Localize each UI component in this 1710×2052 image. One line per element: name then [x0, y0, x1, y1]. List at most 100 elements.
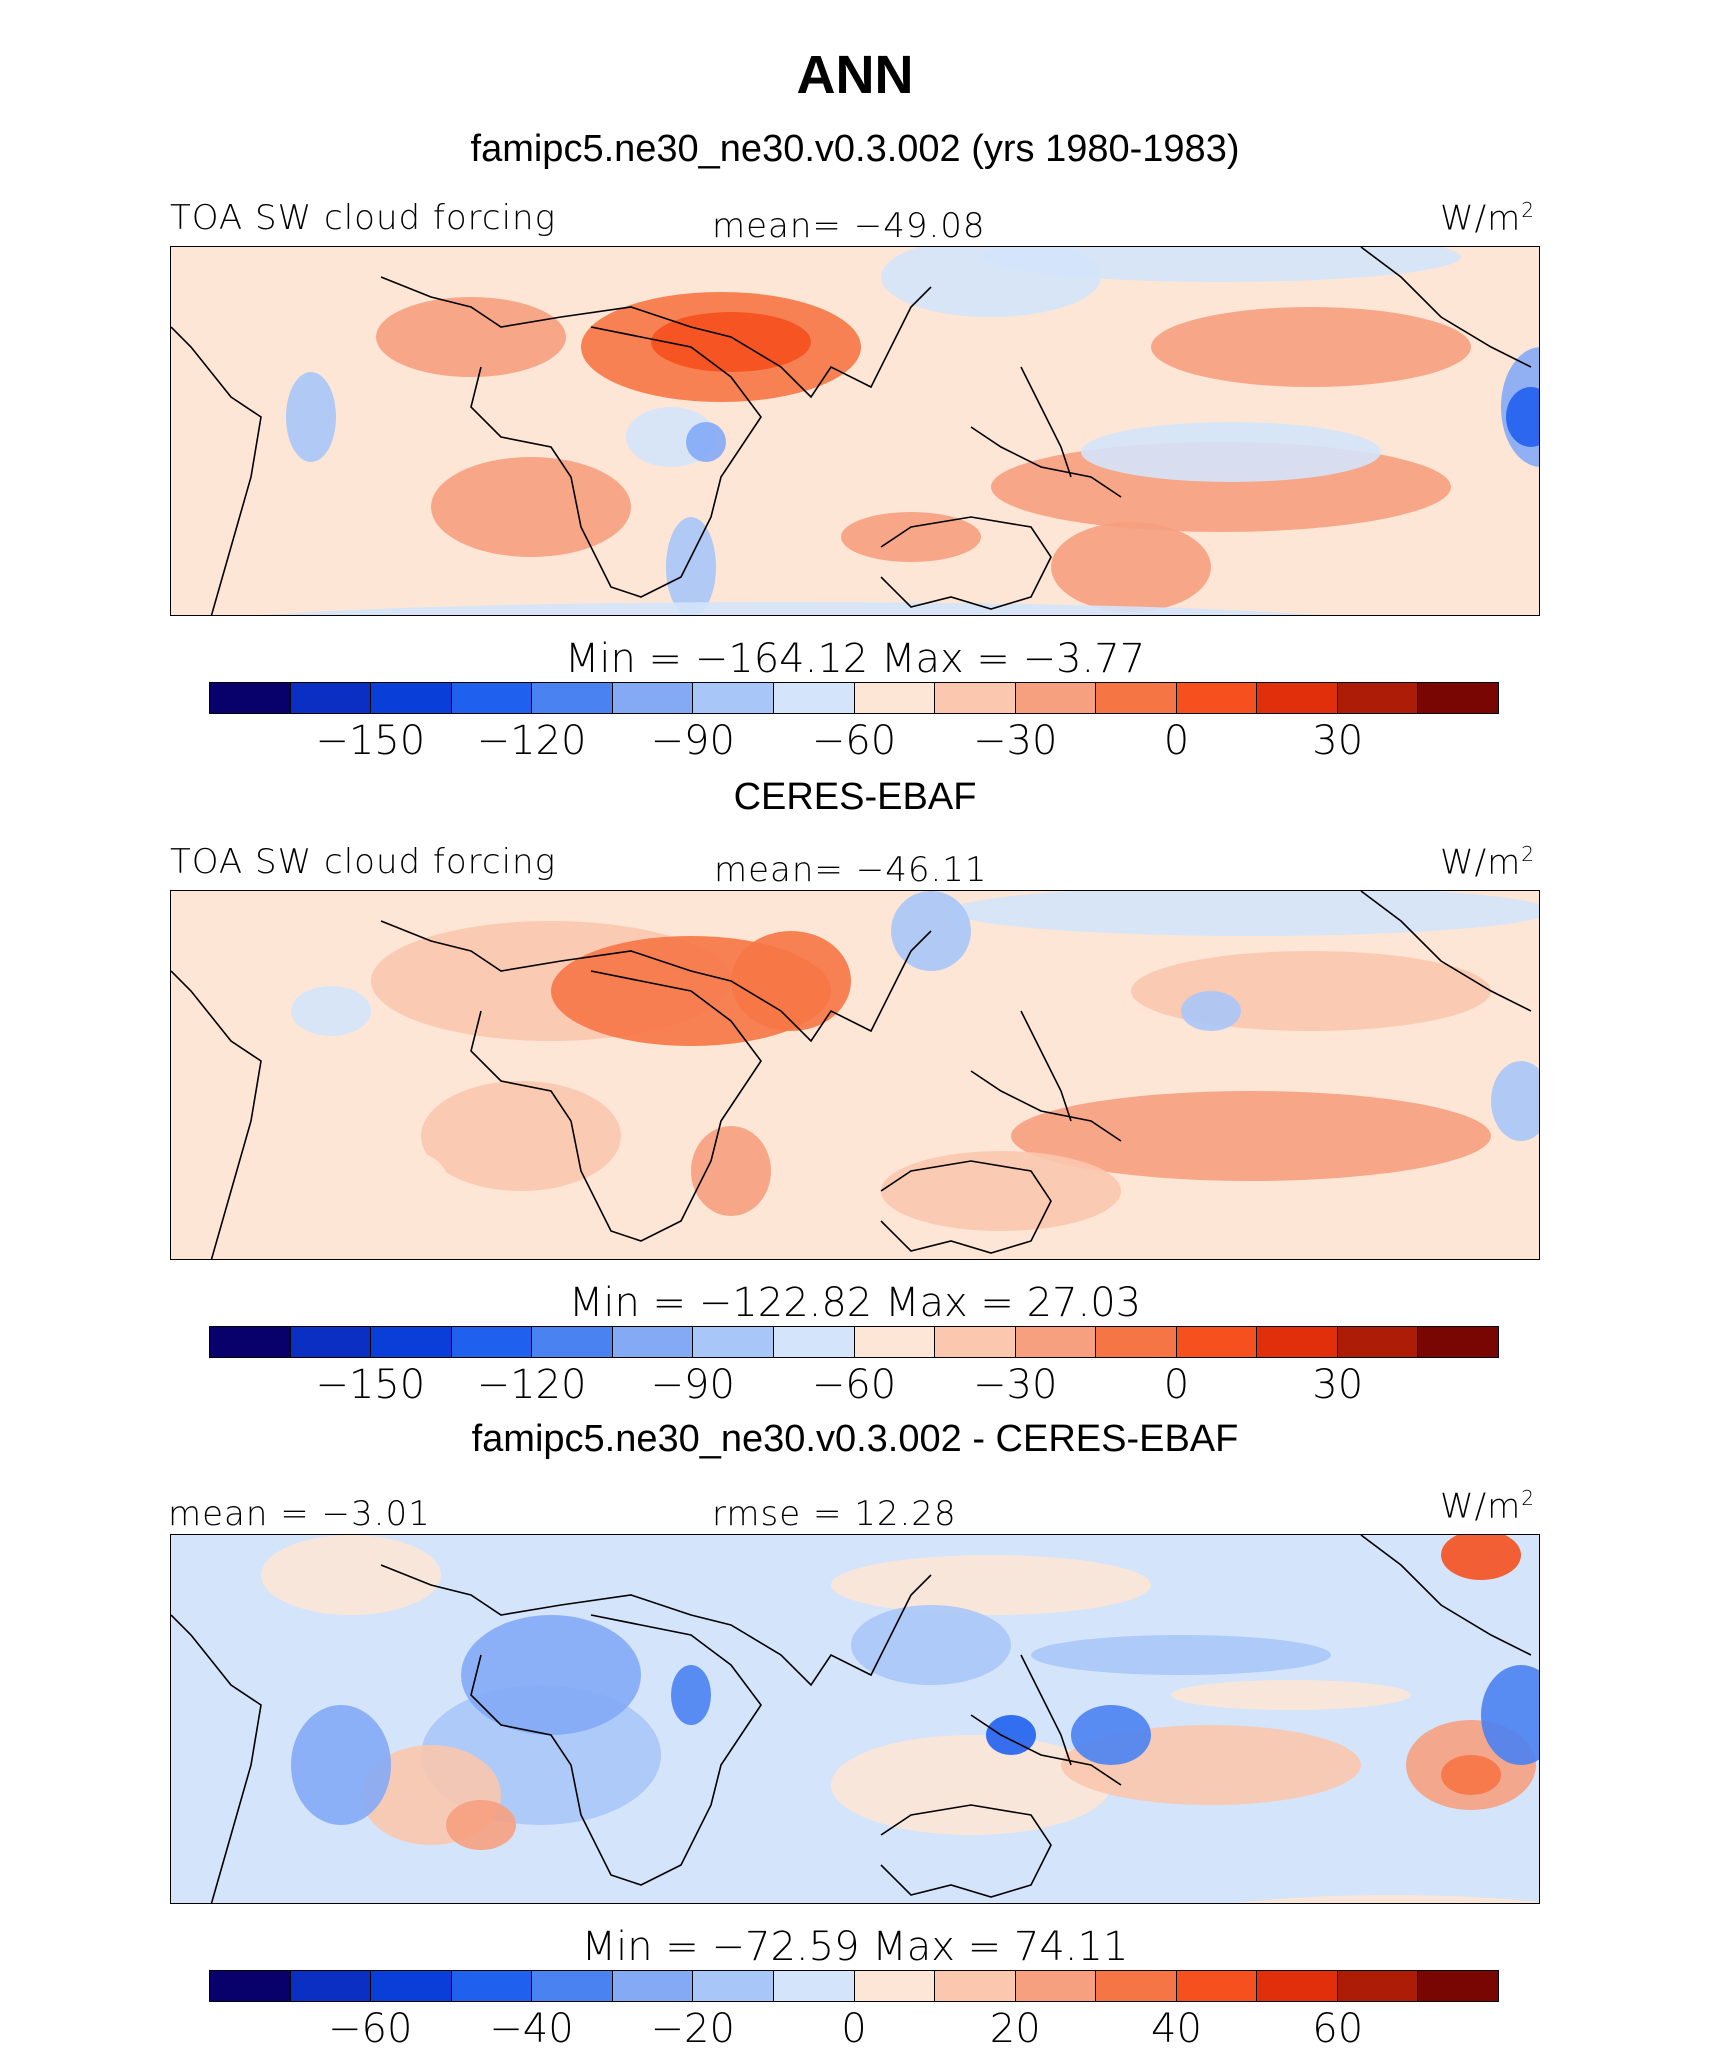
colorbar-tick-label: −90	[650, 718, 735, 764]
map-contour-region	[686, 422, 726, 462]
colorbar-swatch	[1418, 683, 1498, 713]
colorbar-tick-label: −40	[489, 2006, 574, 2052]
map-contour-region	[1151, 307, 1471, 387]
map-contour-region	[261, 1535, 441, 1615]
panel-1-minmax: Min = −164.12 Max = −3.77	[564, 636, 1146, 682]
panel-1-left-label: TOA SW cloud forcing	[170, 198, 556, 238]
colorbar-swatch	[1096, 1327, 1177, 1357]
panel-1-mean-label: mean= −49.08	[712, 206, 986, 246]
panel-3-header: famipc5.ne30_ne30.v0.3.002 - CERES-EBAF	[471, 1418, 1239, 1460]
colorbar-swatch	[1015, 683, 1097, 713]
colorbar-tick-label: −60	[811, 1362, 897, 1408]
colorbar-tick-label: 0	[1163, 718, 1190, 764]
colorbar-swatch	[451, 683, 533, 713]
colorbar-swatch	[290, 1971, 372, 2001]
colorbar-swatch	[451, 1971, 533, 2001]
colorbar-swatch	[371, 1971, 452, 2001]
colorbar-swatch	[371, 683, 452, 713]
colorbar-swatch	[1015, 1327, 1097, 1357]
colorbar-swatch	[773, 1971, 855, 2001]
map-contour-region	[1441, 1755, 1501, 1795]
colorbar-swatch	[451, 1327, 533, 1357]
colorbar-swatch	[210, 1327, 291, 1357]
colorbar-swatch	[693, 683, 774, 713]
map-contour-region	[1071, 1705, 1151, 1765]
map-contour-region	[691, 1126, 771, 1216]
map-contour-region	[1171, 1680, 1411, 1710]
colorbar-tick-label: 0	[1163, 1362, 1190, 1408]
colorbar-swatch	[290, 1327, 372, 1357]
map-contour-region	[461, 1615, 641, 1735]
map-field	[171, 247, 1539, 615]
panel-3-mean-label: mean = −3.01	[168, 1494, 431, 1534]
map-contour-region	[286, 372, 336, 462]
colorbar-swatch	[693, 1971, 774, 2001]
colorbar-tick-label: 0	[841, 2006, 867, 2052]
colorbar-swatch	[1257, 1327, 1338, 1357]
colorbar-swatch	[210, 1971, 291, 2001]
colorbar-swatch	[773, 683, 855, 713]
map-field	[171, 1535, 1539, 1903]
colorbar-tick-label: 60	[1312, 2006, 1364, 2052]
panel-2-minmax: Min = −122.82 Max = 27.03	[568, 1280, 1142, 1326]
colorbar-tick-label: −30	[973, 1362, 1058, 1408]
panel-1-units: W/m2	[1440, 198, 1535, 239]
colorbar-tick-label: −20	[650, 2006, 735, 2052]
map-contour-region	[1235, 1895, 1539, 1903]
colorbar-swatch	[1257, 1971, 1338, 2001]
colorbar-swatch	[1337, 683, 1419, 713]
colorbar-tick-label: −60	[811, 718, 897, 764]
map-contour-region	[951, 891, 1539, 936]
map-contour-region	[831, 1555, 1151, 1615]
colorbar-tick-label: −60	[328, 2006, 413, 2052]
colorbar-swatch	[1176, 1327, 1258, 1357]
panel-3-map	[170, 1534, 1540, 1904]
panel-2-header: CERES-EBAF	[733, 776, 977, 818]
map-contour-region	[291, 986, 371, 1036]
coastline	[171, 891, 1532, 1259]
map-contour-region	[981, 247, 1461, 282]
map-contour-region	[446, 1800, 516, 1850]
colorbar-swatch	[210, 683, 291, 713]
coastline	[171, 1535, 1532, 1903]
colorbar-swatch	[935, 683, 1016, 713]
panel-1-colorbar	[209, 682, 1499, 714]
colorbar-tick-label: 30	[1312, 1362, 1364, 1408]
colorbar-swatch	[371, 1327, 452, 1357]
figure-subtitle: famipc5.ne30_ne30.v0.3.002 (yrs 1980-198…	[470, 128, 1240, 170]
panel-3-units: W/m2	[1440, 1486, 1535, 1527]
figure-title: ANN	[796, 45, 914, 105]
colorbar-tick-label: −30	[973, 718, 1058, 764]
colorbar-swatch	[773, 1327, 855, 1357]
map-contour-region	[1506, 387, 1539, 447]
colorbar-swatch	[1418, 1327, 1498, 1357]
colorbar-swatch	[1176, 683, 1258, 713]
colorbar-swatch	[532, 1971, 613, 2001]
map-contour-region	[841, 512, 981, 562]
map-contour-region	[1051, 522, 1211, 612]
map-contour-region	[1181, 991, 1241, 1031]
map-contour-region	[1031, 1635, 1331, 1675]
colorbar-swatch	[1176, 1971, 1258, 2001]
colorbar-tick-label: 20	[989, 2006, 1041, 2052]
map-contour-region	[1441, 1535, 1521, 1580]
map-contour-region	[731, 931, 851, 1031]
map-contour-region	[1481, 1665, 1539, 1765]
map-contour-region	[666, 517, 716, 615]
colorbar-swatch	[1337, 1327, 1419, 1357]
panel-2-map	[170, 890, 1540, 1260]
map-contour-region	[881, 247, 1101, 317]
colorbar-swatch	[935, 1971, 1016, 2001]
panel-2-colorbar	[209, 1326, 1499, 1358]
map-contour-region	[371, 1151, 451, 1231]
colorbar-swatch	[612, 683, 694, 713]
panel-1-map	[170, 246, 1540, 616]
colorbar-swatch	[854, 1971, 936, 2001]
colorbar-tick-label: −150	[315, 1362, 426, 1408]
panel-2-units: W/m2	[1440, 842, 1535, 883]
map-contour-region	[376, 297, 566, 377]
map-contour-region	[986, 1715, 1036, 1755]
colorbar-swatch	[1337, 1971, 1419, 2001]
map-contour-region	[1081, 422, 1381, 482]
panel-2-mean-label: mean= −46.11	[714, 850, 988, 890]
